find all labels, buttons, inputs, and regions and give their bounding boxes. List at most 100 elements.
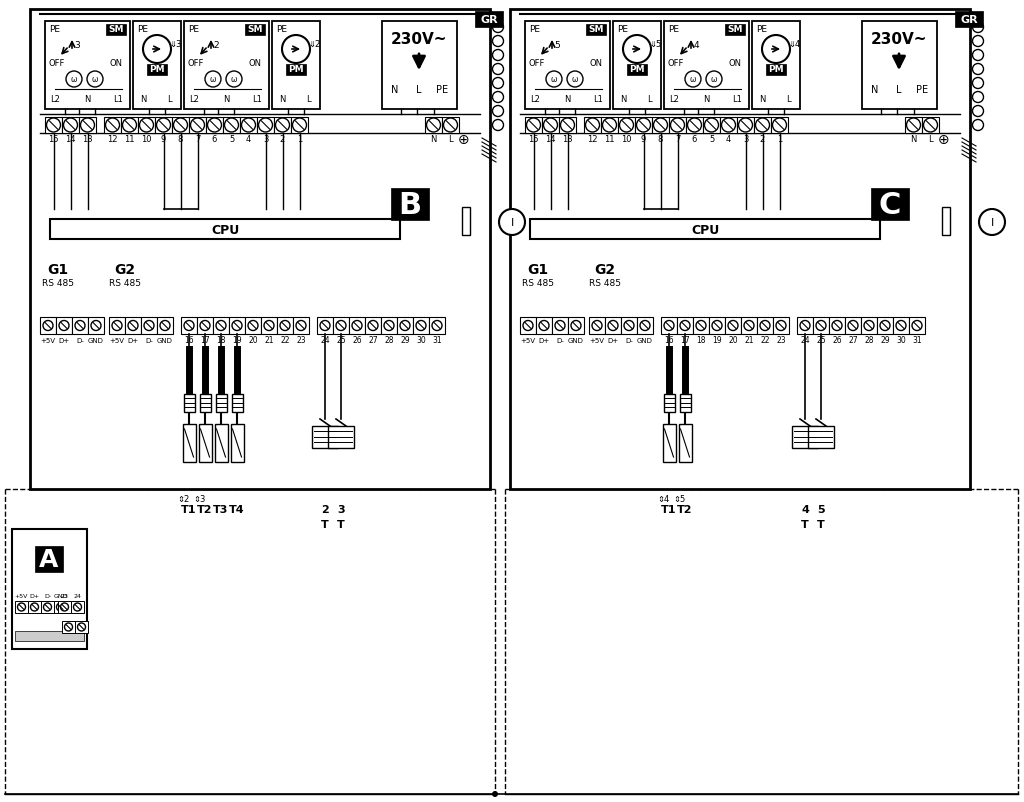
Text: 5: 5	[554, 40, 560, 50]
Bar	[382, 22, 457, 110]
Text: 21: 21	[744, 336, 754, 345]
Circle shape	[56, 603, 65, 611]
Text: GR: GR	[961, 15, 978, 25]
Text: 29: 29	[400, 336, 410, 345]
Text: C: C	[879, 190, 901, 219]
Text: +5V: +5V	[590, 338, 604, 343]
Bar	[601, 118, 618, 134]
Bar	[274, 118, 291, 134]
Bar	[245, 25, 265, 35]
Bar	[50, 220, 400, 240]
Text: GND: GND	[568, 338, 584, 343]
Text: D+: D+	[607, 338, 618, 343]
Bar	[35, 546, 63, 573]
Bar	[56, 318, 72, 334]
Text: ω: ω	[571, 75, 579, 84]
Bar	[54, 602, 67, 614]
Bar	[62, 622, 75, 634]
Circle shape	[208, 119, 221, 133]
Circle shape	[493, 64, 504, 75]
Circle shape	[744, 321, 754, 331]
Circle shape	[232, 321, 242, 331]
Bar	[381, 318, 397, 334]
Circle shape	[912, 321, 922, 331]
Text: PE: PE	[915, 85, 928, 95]
Circle shape	[687, 119, 701, 133]
Text: G1: G1	[527, 263, 549, 277]
Text: G1: G1	[47, 263, 69, 277]
Circle shape	[59, 321, 69, 331]
Circle shape	[637, 119, 650, 133]
Text: ⇕4: ⇕4	[656, 495, 669, 504]
Text: L: L	[167, 95, 171, 103]
Text: 11: 11	[124, 136, 135, 144]
Text: GND: GND	[157, 338, 173, 343]
Bar	[312, 427, 338, 448]
Bar	[662, 318, 677, 334]
Bar	[183, 395, 195, 412]
Circle shape	[112, 321, 122, 331]
Circle shape	[43, 603, 51, 611]
Circle shape	[924, 119, 938, 133]
Bar	[229, 318, 245, 334]
Text: 10: 10	[141, 136, 152, 144]
Text: PM: PM	[150, 66, 165, 75]
Circle shape	[400, 321, 410, 331]
Text: N: N	[223, 95, 229, 103]
Bar	[669, 118, 686, 134]
Circle shape	[91, 321, 101, 331]
Circle shape	[282, 36, 310, 64]
Bar	[637, 318, 653, 334]
Text: GND: GND	[53, 593, 68, 599]
Circle shape	[293, 119, 306, 133]
Circle shape	[738, 119, 753, 133]
Bar	[773, 318, 790, 334]
Bar	[586, 25, 606, 35]
Text: 23: 23	[60, 593, 69, 599]
Text: +5V: +5V	[520, 338, 536, 343]
Circle shape	[620, 119, 634, 133]
Circle shape	[443, 119, 458, 133]
Text: 1: 1	[297, 136, 302, 144]
Circle shape	[800, 321, 810, 331]
Circle shape	[880, 321, 890, 331]
Bar	[797, 318, 813, 334]
Text: 16: 16	[665, 336, 674, 345]
Circle shape	[493, 92, 504, 103]
Circle shape	[623, 36, 651, 64]
Bar	[231, 395, 243, 412]
Bar	[536, 318, 552, 334]
Bar	[41, 602, 54, 614]
Circle shape	[184, 321, 194, 331]
Text: L2: L2	[189, 95, 199, 103]
Circle shape	[640, 321, 650, 331]
Text: 1: 1	[777, 136, 782, 144]
Text: L: L	[416, 85, 422, 95]
Text: 4: 4	[246, 136, 251, 144]
Text: 26: 26	[833, 336, 842, 345]
Text: 12: 12	[587, 136, 598, 144]
Bar	[703, 118, 720, 134]
Text: N: N	[759, 95, 765, 103]
Text: 8: 8	[657, 136, 664, 144]
Circle shape	[205, 72, 221, 88]
Circle shape	[602, 119, 616, 133]
Text: N: N	[391, 85, 398, 95]
Circle shape	[696, 321, 706, 331]
Circle shape	[762, 36, 790, 64]
Text: PM: PM	[629, 66, 645, 75]
Bar	[328, 427, 354, 448]
Text: L: L	[785, 95, 791, 103]
Text: OFF: OFF	[187, 59, 204, 68]
Text: ⊕: ⊕	[458, 133, 470, 147]
Text: ⇕5: ⇕5	[673, 495, 685, 504]
Text: 4: 4	[801, 504, 809, 514]
Bar	[627, 64, 647, 75]
Circle shape	[65, 623, 73, 631]
Text: 18: 18	[696, 336, 706, 345]
Text: 27: 27	[369, 336, 378, 345]
Text: T1: T1	[181, 504, 197, 514]
Bar	[147, 64, 167, 75]
Text: 2: 2	[322, 504, 329, 514]
Text: 5: 5	[817, 504, 824, 514]
